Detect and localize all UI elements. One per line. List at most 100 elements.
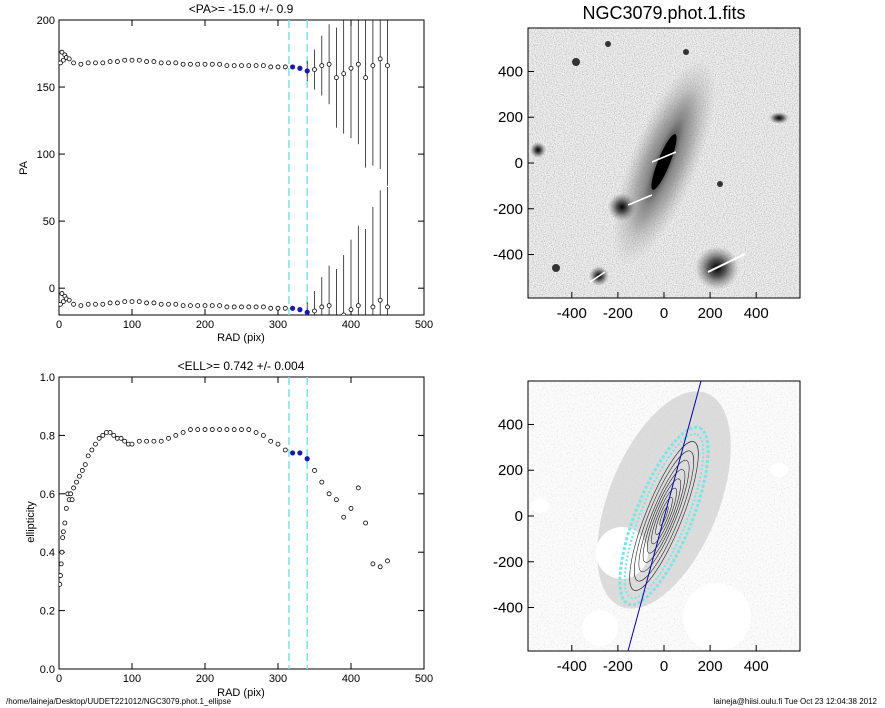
data-point (348, 307, 354, 313)
data-point (333, 497, 339, 503)
x-tick-label: 400 (342, 673, 360, 685)
image-x-tick-label: 200 (698, 305, 723, 322)
image-y-tick-label: -200 (493, 201, 523, 218)
pa-title: <PA>= -15.0 +/- 0.9 (189, 2, 294, 16)
data-point (195, 427, 201, 432)
data-point (59, 301, 63, 307)
data-point (115, 59, 120, 64)
data-point (333, 75, 339, 81)
data-point (297, 65, 303, 71)
data-point (129, 441, 135, 447)
data-point (209, 427, 215, 432)
data-point (71, 485, 76, 491)
footer-path: /home/laineja/Desktop/UUDET221012/NGC307… (6, 697, 232, 706)
x-tick-label: 300 (269, 319, 287, 331)
ell-marks (59, 427, 390, 587)
data-point (268, 438, 274, 444)
data-point (217, 303, 223, 309)
pa-frame (58, 19, 425, 316)
image-x-tick-label: 200 (698, 658, 723, 675)
data-point (355, 61, 361, 67)
data-point (93, 60, 98, 66)
data-point (253, 430, 259, 435)
data-point (180, 303, 186, 309)
y-tick-label: 0 (49, 283, 55, 295)
x-tick-label: 500 (415, 319, 433, 331)
image-y-tick-label: 200 (498, 462, 523, 479)
y-tick-label: 0.2 (40, 606, 55, 618)
data-point (282, 64, 288, 70)
data-point (151, 59, 157, 64)
y-tick-label: 200 (37, 15, 55, 27)
data-point (239, 427, 244, 432)
data-point (246, 63, 252, 68)
data-point (180, 430, 186, 435)
y-tick-label: 0.8 (40, 430, 55, 442)
data-point (77, 473, 82, 479)
data-point (93, 301, 98, 307)
data-point (144, 59, 150, 64)
major-axis-line (627, 381, 702, 651)
data-point (202, 427, 208, 432)
data-point (195, 303, 201, 309)
y-tick-label: 0.0 (40, 664, 55, 676)
pa-ticks: 0 100 200 300 400 500 0 50 100 150 200 (37, 15, 434, 331)
data-point (370, 304, 376, 310)
x-tick-label: 200 (196, 673, 214, 685)
data-point (166, 60, 171, 66)
ell-ticks: 0 100 200 300 400 500 0.0 0.2 0.4 0.6 0.8 1.0 (40, 372, 433, 685)
data-point (122, 299, 128, 304)
data-point (370, 63, 376, 68)
data-point (195, 61, 201, 67)
image-x-tick-label: -400 (557, 305, 587, 322)
data-point (107, 59, 113, 64)
x-tick-label: 200 (196, 319, 214, 331)
data-point (151, 438, 157, 444)
data-point (100, 432, 106, 438)
data-point (377, 297, 383, 303)
data-point (231, 63, 237, 68)
data-point (231, 427, 237, 432)
data-point (59, 60, 63, 66)
data-point (348, 65, 354, 71)
data-point (93, 441, 98, 447)
data-point (260, 304, 266, 310)
image-y-tick-label: 0 (515, 155, 523, 172)
image-y-tick-label: 0 (515, 508, 523, 525)
data-point (217, 61, 223, 67)
data-point (341, 71, 347, 77)
data-point (385, 63, 390, 68)
data-point (246, 304, 252, 310)
ell-frame (58, 376, 425, 670)
galaxy-image (528, 28, 800, 298)
data-point (275, 305, 281, 311)
y-tick-label: 0.6 (40, 489, 55, 501)
isophote-image-panel: -400 -200 0 200 400 400 200 0 -200 -400 (493, 380, 801, 675)
data-point (363, 520, 369, 526)
data-point (355, 485, 361, 491)
data-point (187, 303, 193, 309)
isophote-ticks: -400 -200 0 200 400 400 200 0 -200 -400 (493, 416, 769, 675)
data-point (122, 438, 128, 444)
data-point (107, 430, 113, 435)
data-point (158, 301, 164, 307)
image-x-tick-label: 400 (744, 658, 769, 675)
data-point (158, 60, 164, 66)
x-tick-label: 400 (342, 319, 360, 331)
y-tick-label: 1.0 (40, 372, 55, 384)
y-tick-label: 0.4 (40, 547, 55, 559)
data-point (341, 514, 347, 520)
data-point (319, 304, 325, 310)
data-point (79, 468, 85, 473)
pa-panel: <PA>= -15.0 +/- 0.9 0 100 200 300 400 500 0 50 1… (18, 2, 434, 344)
y-tick-label: 50 (43, 216, 55, 228)
ell-xlabel: RAD (pix) (217, 687, 265, 699)
y-tick-label: 100 (37, 149, 55, 161)
data-point (62, 520, 68, 526)
data-point (385, 558, 390, 564)
pa-xlabel: RAD (pix) (217, 332, 265, 344)
data-point (253, 63, 259, 68)
data-point (289, 64, 296, 70)
data-point (304, 309, 310, 315)
data-point (166, 301, 171, 307)
